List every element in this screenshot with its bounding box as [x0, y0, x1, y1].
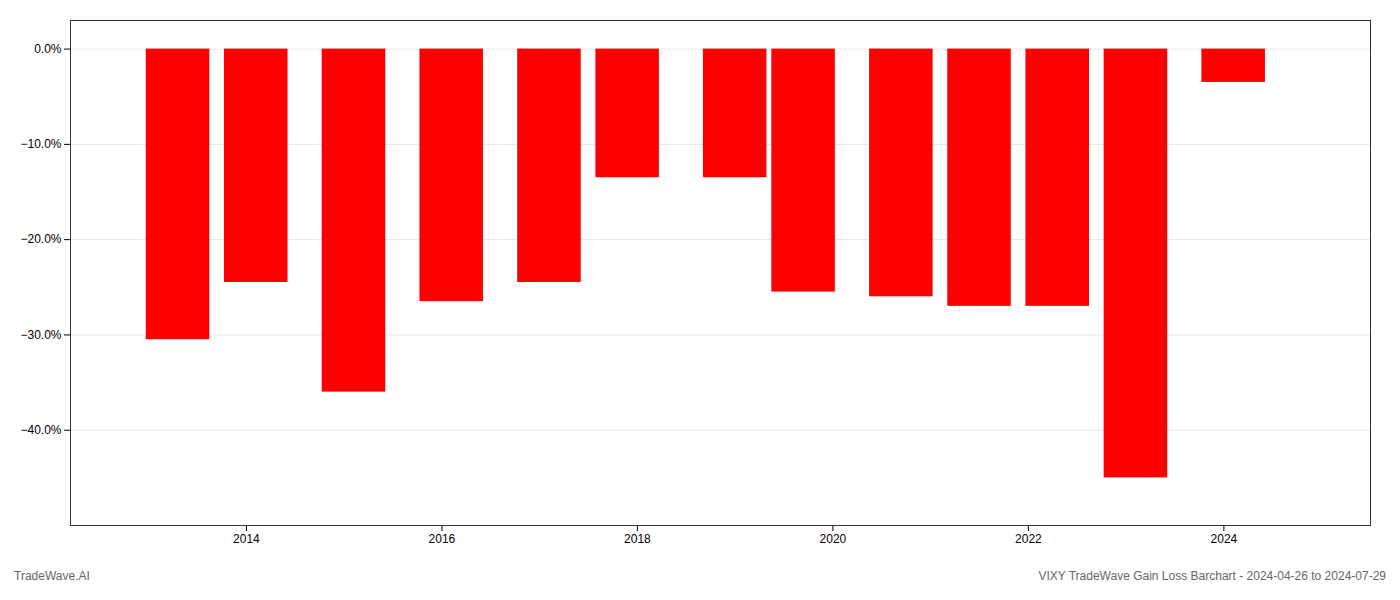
svg-text:−30.0%: −30.0%: [20, 328, 61, 342]
svg-text:−10.0%: −10.0%: [20, 137, 61, 151]
svg-text:2022: 2022: [1015, 532, 1042, 546]
html-text:TradeWave.AI: TradeWave.AI: [14, 569, 90, 583]
svg-text:−40.0%: −40.0%: [20, 423, 61, 437]
svg-text:2016: 2016: [429, 532, 456, 546]
svg-text:2018: 2018: [624, 532, 651, 546]
html-text:VIXY TradeWave Gain Loss Barch: VIXY TradeWave Gain Loss Barchart - 2024…: [1038, 569, 1386, 583]
svg-text:2014: 2014: [233, 532, 260, 546]
svg-text:2024: 2024: [1211, 532, 1238, 546]
svg-text:2020: 2020: [820, 532, 847, 546]
svg-text:−20.0%: −20.0%: [20, 232, 61, 246]
svg-text:0.0%: 0.0%: [34, 42, 62, 56]
